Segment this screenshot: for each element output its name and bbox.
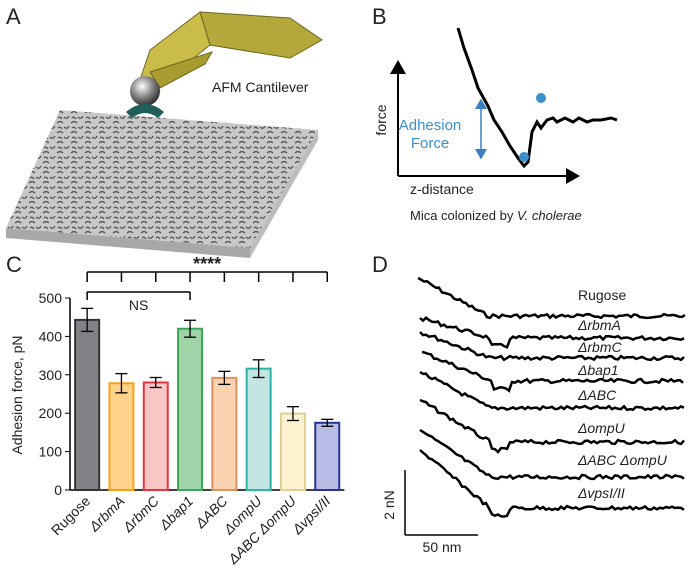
annotation: Adhesion (399, 117, 462, 134)
bar (245, 367, 272, 492)
error-bar (81, 307, 94, 333)
bar (279, 412, 306, 492)
trace (419, 449, 685, 518)
bar-chart: 0100200300400500RugoseΔrbmAΔrbmCΔbap1ΔAB… (39, 254, 345, 568)
trace-label: ΔrbmC (577, 339, 623, 355)
panel-label: B (372, 4, 387, 29)
trace (419, 316, 685, 349)
x-tick-label: ΔvpsI/II (288, 493, 333, 538)
error-bar (286, 406, 299, 422)
bar (314, 421, 341, 491)
panel-label: D (372, 252, 388, 277)
bar (211, 376, 238, 492)
error-bar (218, 370, 231, 386)
bar (142, 381, 169, 492)
error-bar (149, 376, 162, 389)
trace (419, 398, 685, 454)
y-tick-label: 400 (39, 328, 63, 344)
x-tick-label: Rugose (48, 493, 94, 539)
bar (74, 318, 101, 491)
cantilever-label: AFM Cantilever (212, 79, 309, 95)
annotation: Force (411, 135, 449, 152)
error-bar (115, 372, 128, 394)
bar (108, 382, 135, 491)
caption-text: Mica colonized by (410, 208, 517, 223)
y-tick-label: 500 (39, 290, 63, 306)
trace (417, 276, 686, 320)
trace-label: ΔABC ΔompU (577, 452, 668, 468)
trace (419, 428, 685, 481)
bar (177, 327, 204, 491)
trace (419, 331, 685, 362)
y-tick-label: 0 (54, 482, 62, 498)
caption-species: V. cholerae (517, 208, 582, 223)
trace-label: ΔABC (577, 387, 617, 403)
x-axis-label: z-distance (410, 181, 474, 197)
trace-label: ΔrbmA (577, 317, 621, 333)
y-tick-label: 300 (39, 367, 63, 383)
caption: Mica colonized by V. cholerae (410, 208, 582, 223)
error-bar (321, 418, 334, 427)
trace (421, 350, 684, 393)
error-bar (252, 359, 265, 379)
trace-label: ΔompU (577, 420, 626, 436)
y-tick-label: 200 (39, 405, 63, 421)
y-axis-label: force (373, 104, 389, 135)
afm-illustration (6, 11, 323, 258)
x-tick-label: ΔrbmA (85, 493, 127, 535)
trace-label: ΔvpsI/II (577, 485, 625, 501)
scale-label: 2 nN (381, 490, 397, 520)
trace (419, 370, 685, 412)
scale-label: 50 nm (423, 539, 462, 555)
panel-label: A (6, 4, 21, 29)
x-tick-label: Δbap1 (155, 493, 196, 534)
panel-label: C (6, 252, 22, 277)
force-traces (404, 276, 686, 536)
significance: **** (193, 254, 221, 274)
y-tick-label: 100 (39, 444, 63, 460)
error-bar (184, 319, 197, 338)
trace-label: Rugose (578, 287, 626, 303)
force-curve-schematic (390, 27, 618, 184)
significance: NS (129, 297, 148, 313)
trace-label: Δbap1 (577, 362, 619, 378)
y-axis-label: Adhesion force, pN (9, 335, 25, 454)
x-tick-label: ΔrbmC (119, 492, 162, 535)
